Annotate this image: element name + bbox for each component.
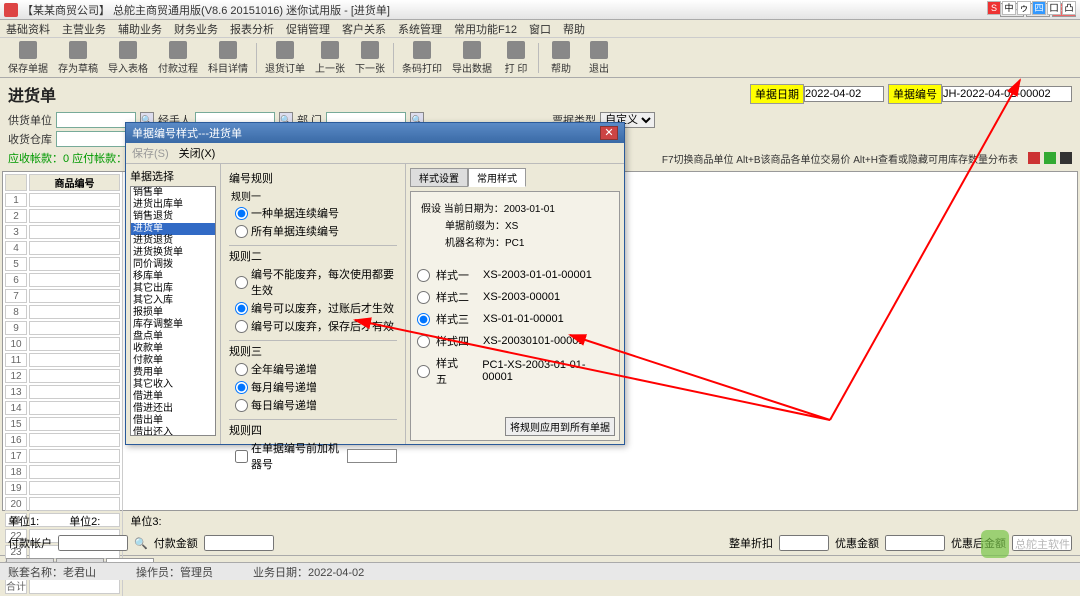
list-item[interactable]: 进货出库单	[131, 199, 215, 211]
menu-item[interactable]: 促销管理	[286, 21, 330, 37]
sample-option[interactable]: 样式二XS-2003-00001	[417, 289, 613, 305]
menu-bar: 基础资料主营业务辅助业务财务业务报表分析促销管理客户关系系统管理常用功能F12 窗…	[0, 20, 1080, 38]
window-titlebar: 【某某商贸公司】 总舵主商贸通用版(V8.6 20151016) 迷你试用版 -…	[0, 0, 1080, 20]
toolbar-button[interactable]: 上一张	[311, 40, 349, 76]
toolbar-button[interactable]: 付款过程	[154, 40, 202, 76]
sample-option[interactable]: 样式一XS-2003-01-01-00001	[417, 267, 613, 283]
rule4-chk[interactable]	[235, 450, 248, 463]
list-item[interactable]: 借出单	[131, 415, 215, 427]
app-icon	[4, 3, 18, 17]
rules-panel: 编号规则 规则一 一种单据连续编号 所有单据连续编号 规则二 编号不能废弃，每次…	[221, 164, 406, 444]
list-item[interactable]: 其它入库	[131, 295, 215, 307]
ar-ap-label: 应收帐款：0 应付帐款：0	[8, 150, 133, 166]
shortcut-hints: F7切换商品单位 Alt+B该商品各单位交易价 Alt+H查看或隐藏可用库存数量…	[662, 151, 1018, 166]
units-row: 单位1:单位2:单位3:	[0, 511, 1080, 531]
list-item[interactable]: 销售退货	[131, 211, 215, 223]
pay-account-input[interactable]	[58, 535, 128, 551]
menu-item[interactable]: 窗口	[529, 21, 551, 37]
list-item[interactable]: 同价调拨	[131, 259, 215, 271]
doc-date-input[interactable]	[804, 86, 884, 102]
watermark: 总舵主软件	[981, 530, 1070, 558]
item-grid[interactable]: 商品编号123456789101112131415161718192021222…	[3, 172, 123, 596]
menu-item[interactable]: 主营业务	[62, 21, 106, 37]
toolbar-button[interactable]: 保存单据	[4, 40, 52, 76]
list-item[interactable]: 其它收入	[131, 379, 215, 391]
toolbar-button[interactable]: 退货订单	[261, 40, 309, 76]
bottom-form: 付款帐户🔍 付款金额 整单折扣 优惠金额 优惠后金额	[0, 531, 1080, 555]
doc-title: 进货单	[8, 82, 56, 106]
green-icon[interactable]	[1044, 152, 1056, 164]
supplier-input[interactable]	[56, 112, 136, 128]
rule3-opt2[interactable]	[235, 381, 248, 394]
menu-item[interactable]: 财务业务	[174, 21, 218, 37]
ime-bar: S 中 ゥ 四 囗 凸	[987, 1, 1076, 15]
sample-option[interactable]: 样式三XS-01-01-00001	[417, 311, 613, 327]
dialog-close-link[interactable]: 关闭(X)	[179, 145, 216, 161]
warehouse-input[interactable]	[56, 131, 136, 147]
dialog-save-button[interactable]: 保存(S)	[132, 145, 169, 161]
sample-option[interactable]: 样式五PC1-XS-2003-01-01-00001	[417, 355, 613, 387]
tab-common-styles[interactable]: 常用样式	[468, 168, 526, 187]
list-item[interactable]: 其它出库	[131, 283, 215, 295]
toolbar-button[interactable]: 条码打印	[398, 40, 446, 76]
toolbar-button[interactable]: 下一张	[351, 40, 389, 76]
discount-input[interactable]	[779, 535, 829, 551]
menu-item[interactable]: 辅助业务	[118, 21, 162, 37]
rule2-opt3[interactable]	[235, 320, 248, 333]
toolbar-button[interactable]: 导出数据	[448, 40, 496, 76]
pay-amount-input[interactable]	[204, 535, 274, 551]
rule1-opt1[interactable]	[235, 207, 248, 220]
rule1-opt2[interactable]	[235, 225, 248, 238]
list-item[interactable]: 借进还出	[131, 403, 215, 415]
menu-item[interactable]: 基础资料	[6, 21, 50, 37]
red-icon[interactable]	[1028, 152, 1040, 164]
list-item[interactable]: 进货退货	[131, 235, 215, 247]
toolbar-button[interactable]: 打 印	[498, 40, 534, 76]
apply-all-button[interactable]: 将规则应用到所有单据	[505, 417, 615, 436]
pref-input[interactable]	[885, 535, 945, 551]
rule2-opt2[interactable]	[235, 302, 248, 315]
list-item[interactable]: 库存调整单	[131, 319, 215, 331]
dialog-close-button[interactable]: ✕	[600, 126, 618, 140]
toolbar-button[interactable]: 科目详情	[204, 40, 252, 76]
list-item[interactable]: 报损单	[131, 307, 215, 319]
list-item[interactable]: 销售单	[131, 187, 215, 199]
rule3-opt3[interactable]	[235, 399, 248, 412]
doc-type-list[interactable]: 销售单进货出库单销售退货进货单进货退货进货换货单同价调拨移库单其它出库其它入库报…	[130, 186, 216, 436]
toolbar-button[interactable]: 存为草稿	[54, 40, 102, 76]
toolbar-button[interactable]: 导入表格	[104, 40, 152, 76]
status-bar: 账套名称：老君山 操作员：管理员 业务日期：2022-04-02	[0, 562, 1080, 580]
list-item[interactable]: 进货换货单	[131, 247, 215, 259]
sample-option[interactable]: 样式四XS-20030101-00001	[417, 333, 613, 349]
list-item[interactable]: 盘点单	[131, 331, 215, 343]
black-icon[interactable]	[1060, 152, 1072, 164]
menu-item[interactable]: 常用功能F12	[454, 21, 517, 37]
menu-item[interactable]: 系统管理	[398, 21, 442, 37]
toolbar: 保存单据存为草稿导入表格付款过程科目详情退货订单上一张下一张条码打印导出数据打 …	[0, 38, 1080, 78]
window-title: 【某某商贸公司】 总舵主商贸通用版(V8.6 20151016) 迷你试用版 -…	[22, 2, 1000, 18]
doc-number-input[interactable]	[942, 86, 1072, 102]
menu-item[interactable]: 帮助	[563, 21, 585, 37]
toolbar-button[interactable]: 帮助	[543, 40, 579, 76]
list-item[interactable]: 费用单	[131, 367, 215, 379]
tab-style-settings[interactable]: 样式设置	[410, 168, 468, 187]
dialog-titlebar[interactable]: 单据编号样式---进货单 ✕	[126, 123, 624, 143]
list-item[interactable]: 付款单	[131, 355, 215, 367]
wechat-icon	[981, 530, 1009, 558]
rule3-opt1[interactable]	[235, 363, 248, 376]
toolbar-button[interactable]: 退出	[581, 40, 617, 76]
menu-item[interactable]: 客户关系	[342, 21, 386, 37]
list-item[interactable]: 进货单	[131, 223, 215, 235]
rule2-opt1[interactable]	[235, 276, 248, 289]
numbering-dialog: 单据编号样式---进货单 ✕ 保存(S) 关闭(X) 单据选择 销售单进货出库单…	[125, 122, 625, 445]
doc-header: 进货单 单据日期 单据编号	[0, 78, 1080, 110]
list-item[interactable]: 借进单	[131, 391, 215, 403]
list-item[interactable]: 借出还入	[131, 427, 215, 436]
list-item[interactable]: 收款单	[131, 343, 215, 355]
menu-item[interactable]: 报表分析	[230, 21, 274, 37]
list-item[interactable]: 移库单	[131, 271, 215, 283]
